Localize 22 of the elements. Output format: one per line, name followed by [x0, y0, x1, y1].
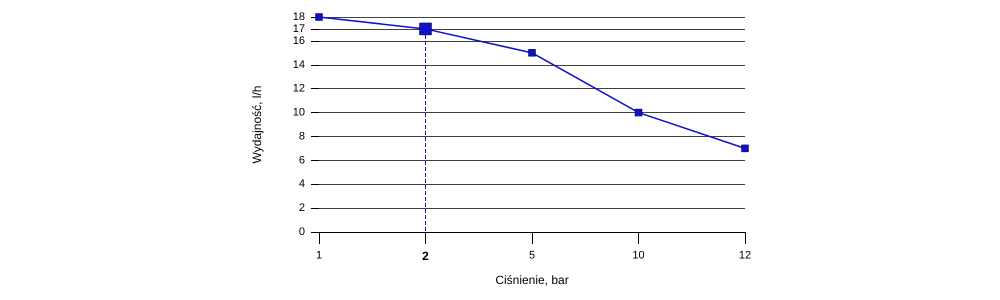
x-tick-label: 2 [422, 249, 430, 263]
point [528, 49, 536, 57]
y-tick-label: 2 [298, 202, 305, 214]
point [634, 108, 642, 116]
y-tick-label: 18 [292, 11, 305, 23]
y-tick-label: 10 [292, 106, 305, 119]
y-tick-label: 0 [298, 226, 305, 238]
point [741, 144, 749, 152]
y-tick-label: 14 [292, 58, 305, 71]
x-tick-label: 1 [316, 250, 322, 262]
point [315, 13, 323, 21]
x-tick-label: 5 [528, 250, 536, 262]
y-tick-label: 8 [298, 130, 305, 142]
y-tick-label: 12 [292, 82, 305, 95]
x-axis-title: Ciśnienie, bar [495, 273, 569, 287]
y-axis-title: Wydajność, l/h [250, 86, 264, 164]
y-tick-label: 4 [298, 178, 305, 190]
y-tick-label: 17 [292, 22, 305, 35]
x-tick-label: 12 [738, 250, 752, 262]
x-tick-label: 10 [632, 250, 645, 262]
y-tick-label: 6 [298, 154, 305, 166]
y-tick-label: 16 [292, 34, 305, 47]
